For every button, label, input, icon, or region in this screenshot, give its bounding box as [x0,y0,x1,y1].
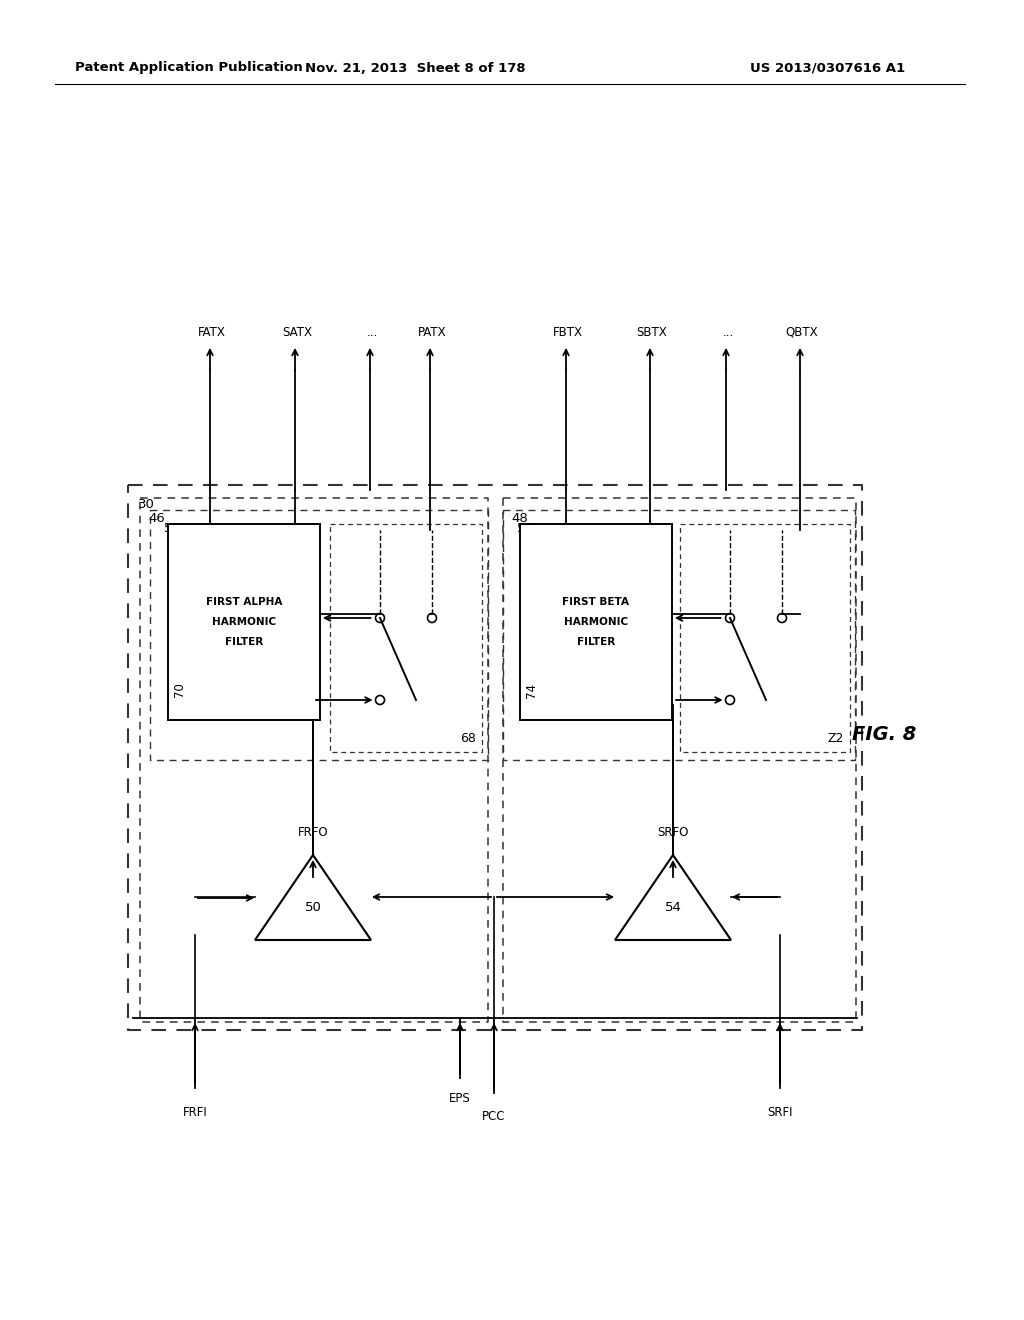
Text: FBTX: FBTX [553,326,583,338]
Text: US 2013/0307616 A1: US 2013/0307616 A1 [750,62,905,74]
Text: FATX: FATX [198,326,226,338]
Text: FILTER: FILTER [225,638,263,647]
Text: ...: ... [367,326,378,338]
Text: FRFI: FRFI [182,1106,208,1119]
Text: 46: 46 [148,511,165,524]
Text: FIG. 8: FIG. 8 [852,726,916,744]
Text: PATX: PATX [418,326,446,338]
Text: Patent Application Publication: Patent Application Publication [75,62,303,74]
Text: FILTER: FILTER [577,638,615,647]
Text: SBTX: SBTX [637,326,668,338]
Text: SRFO: SRFO [657,826,689,840]
Text: Z2: Z2 [827,731,844,744]
Text: ...: ... [722,326,733,338]
Text: 68: 68 [460,731,476,744]
Text: FIRST ALPHA: FIRST ALPHA [206,597,283,607]
Text: FRFO: FRFO [298,826,329,840]
Text: QBTX: QBTX [785,326,818,338]
Text: 54: 54 [665,902,681,915]
Text: 48: 48 [511,511,527,524]
FancyBboxPatch shape [520,524,672,719]
Text: 74: 74 [525,682,539,697]
Text: 50: 50 [304,902,322,915]
Text: 56: 56 [517,521,532,535]
Text: FIRST BETA: FIRST BETA [562,597,630,607]
FancyBboxPatch shape [168,524,319,719]
Text: 70: 70 [173,682,186,697]
Text: Nov. 21, 2013  Sheet 8 of 178: Nov. 21, 2013 Sheet 8 of 178 [305,62,525,74]
Text: SRFI: SRFI [767,1106,793,1119]
Text: HARMONIC: HARMONIC [564,616,628,627]
Text: SATX: SATX [282,326,312,338]
Text: HARMONIC: HARMONIC [212,616,276,627]
Text: PCC: PCC [482,1110,506,1122]
Text: EPS: EPS [450,1092,471,1105]
Text: 30: 30 [138,499,155,511]
Text: 52: 52 [164,521,180,535]
